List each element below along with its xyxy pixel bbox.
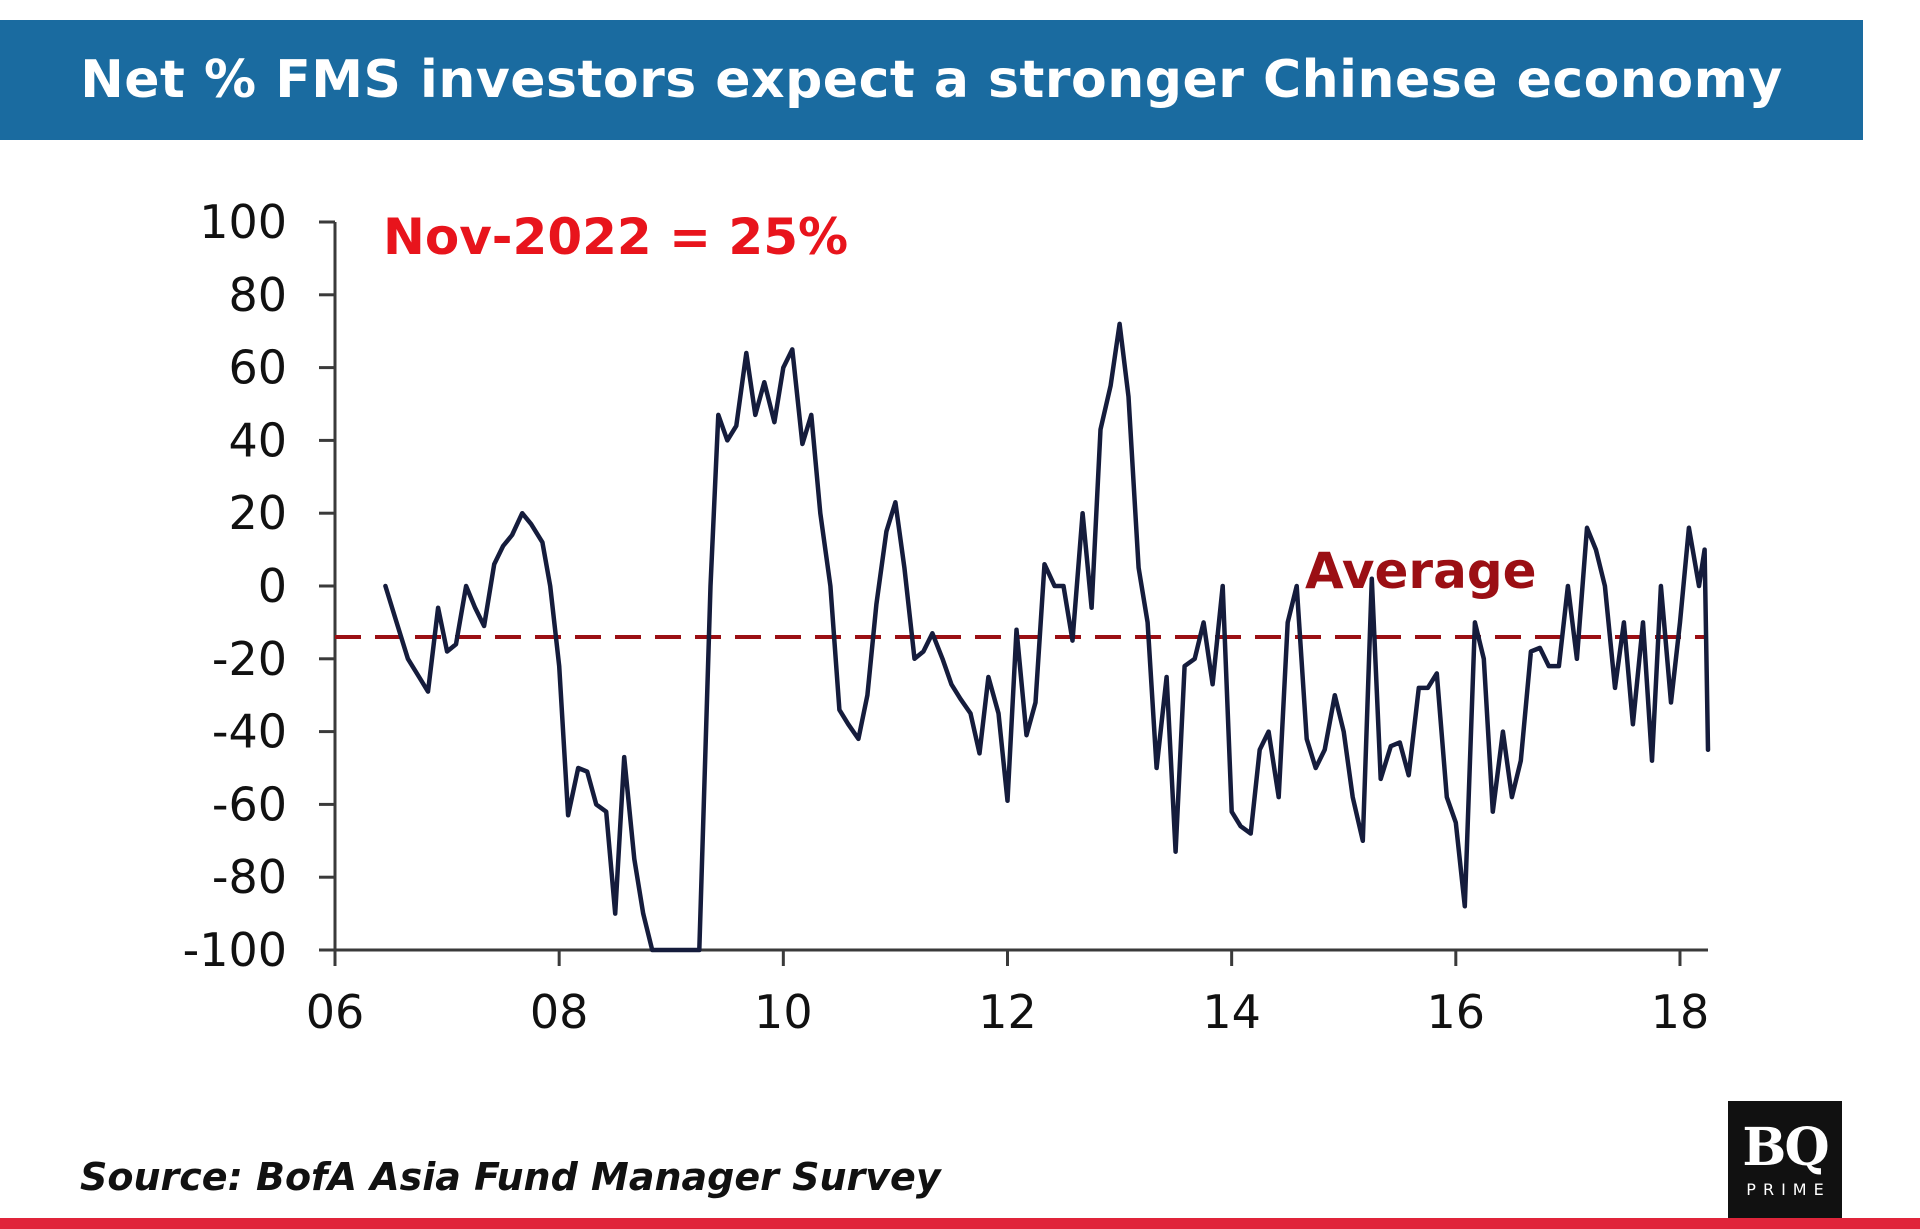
source-note: Source: BofA Asia Fund Manager Survey (80, 1155, 941, 1199)
y-tick-label: -80 (212, 850, 287, 904)
x-tick-label: 08 (530, 985, 589, 1039)
y-tick-label: 20 (228, 486, 287, 540)
y-tick-label: 80 (228, 268, 287, 322)
x-tick-label: 10 (754, 985, 813, 1039)
logo-subtitle: PRIME (1746, 1180, 1831, 1199)
x-tick-label: 12 (978, 985, 1037, 1039)
y-tick-label: 60 (228, 341, 287, 395)
x-tick-label: 18 (1651, 985, 1710, 1039)
bottom-rule (0, 1218, 1920, 1229)
x-tick-label: 06 (306, 985, 365, 1039)
annotation-latest-value: Nov-2022 = 25% (383, 208, 848, 266)
y-tick-label: 40 (228, 413, 287, 467)
bq-prime-logo: BQ PRIME (1728, 1101, 1842, 1218)
logo-mark: BQ (1742, 1117, 1829, 1178)
y-tick-label: 100 (199, 195, 287, 249)
title-banner: Net % FMS investors expect a stronger Ch… (0, 20, 1863, 140)
x-tick-label: 14 (1202, 985, 1261, 1039)
annotation-average: Average (1305, 542, 1537, 600)
x-tick-label: 16 (1427, 985, 1486, 1039)
y-tick-label: -20 (212, 632, 287, 686)
series-line (383, 321, 1711, 953)
y-tick-label: -40 (212, 705, 287, 759)
y-tick-label: 0 (258, 559, 287, 613)
y-tick-label: -100 (183, 923, 287, 977)
y-tick-label: -60 (212, 777, 287, 831)
chart-title: Net % FMS investors expect a stronger Ch… (80, 50, 1783, 110)
